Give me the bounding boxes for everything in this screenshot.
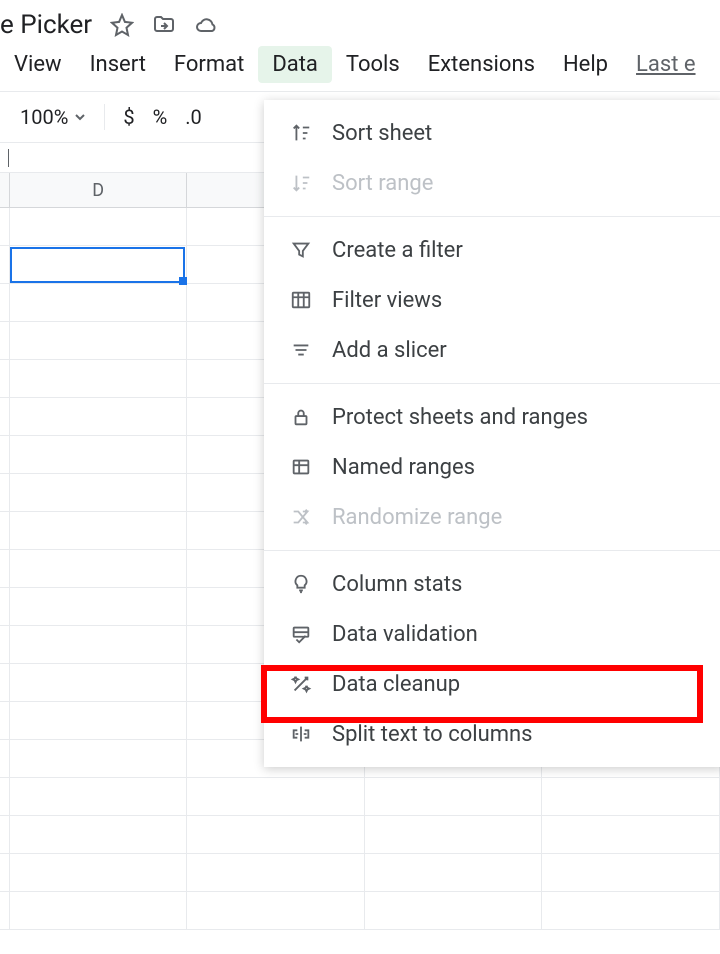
- column-header-stub[interactable]: [0, 173, 10, 207]
- menu-last-edit[interactable]: Last e: [622, 46, 710, 83]
- menu-split-text-label: Split text to columns: [332, 722, 533, 747]
- data-validation-icon: [288, 621, 314, 647]
- menu-data-cleanup-label: Data cleanup: [332, 672, 460, 697]
- menu-randomize-range-label: Randomize range: [332, 505, 502, 530]
- filter-icon: [288, 237, 314, 263]
- menu-data-validation-label: Data validation: [332, 622, 478, 647]
- shuffle-icon: [288, 504, 314, 530]
- magic-wand-icon: [288, 671, 314, 697]
- toolbar-divider: [104, 104, 105, 130]
- menu-create-filter-label: Create a filter: [332, 238, 463, 263]
- sort-sheet-icon: [288, 120, 314, 146]
- menu-add-slicer-label: Add a slicer: [332, 338, 447, 363]
- menu-extensions[interactable]: Extensions: [414, 46, 549, 83]
- menu-filter-views-label: Filter views: [332, 288, 442, 313]
- grid-row: [0, 816, 720, 854]
- menu-named-ranges-label: Named ranges: [332, 455, 475, 480]
- lock-icon: [288, 404, 314, 430]
- chevron-down-icon: [74, 111, 86, 123]
- menu-separator: [264, 550, 720, 551]
- menu-data[interactable]: Data: [258, 46, 332, 83]
- document-title[interactable]: e Picker: [0, 10, 92, 40]
- sort-range-icon: [288, 170, 314, 196]
- format-percent-button[interactable]: %: [153, 105, 168, 129]
- formula-cursor: [8, 149, 9, 167]
- menu-add-slicer[interactable]: Add a slicer: [264, 325, 720, 375]
- lightbulb-icon: [288, 571, 314, 597]
- slicer-icon: [288, 337, 314, 363]
- menu-view[interactable]: View: [0, 46, 76, 83]
- format-decimal-button[interactable]: .0: [185, 105, 202, 129]
- menu-protect-sheets-label: Protect sheets and ranges: [332, 405, 588, 430]
- menu-data-cleanup[interactable]: Data cleanup: [264, 659, 720, 709]
- menu-sort-sheet[interactable]: Sort sheet: [264, 108, 720, 158]
- menu-separator: [264, 216, 720, 217]
- zoom-value: 100%: [20, 105, 68, 129]
- menu-separator: [264, 383, 720, 384]
- menu-format[interactable]: Format: [160, 46, 258, 83]
- menu-create-filter[interactable]: Create a filter: [264, 225, 720, 275]
- filter-views-icon: [288, 287, 314, 313]
- move-folder-icon[interactable]: [152, 13, 176, 37]
- data-menu-dropdown: Sort sheet Sort range Create a filter Fi…: [264, 100, 720, 767]
- menu-insert[interactable]: Insert: [76, 46, 160, 83]
- cloud-status-icon[interactable]: [194, 13, 218, 37]
- menu-filter-views[interactable]: Filter views: [264, 275, 720, 325]
- format-currency-button[interactable]: $: [123, 105, 134, 129]
- menu-column-stats[interactable]: Column stats: [264, 559, 720, 609]
- menu-sort-sheet-label: Sort sheet: [332, 121, 432, 146]
- menu-split-text[interactable]: Split text to columns: [264, 709, 720, 759]
- zoom-selector[interactable]: 100%: [20, 105, 86, 129]
- title-bar: e Picker: [0, 0, 720, 46]
- grid-row: [0, 854, 720, 892]
- named-ranges-icon: [288, 454, 314, 480]
- menu-protect-sheets[interactable]: Protect sheets and ranges: [264, 392, 720, 442]
- column-header-d[interactable]: D: [10, 173, 188, 207]
- menu-sort-range: Sort range: [264, 158, 720, 208]
- menu-randomize-range: Randomize range: [264, 492, 720, 542]
- selected-cell[interactable]: [10, 247, 185, 283]
- grid-row: [0, 892, 720, 930]
- star-icon[interactable]: [110, 13, 134, 37]
- menu-bar: View Insert Format Data Tools Extensions…: [0, 46, 720, 91]
- menu-tools[interactable]: Tools: [332, 46, 414, 83]
- split-text-icon: [288, 721, 314, 747]
- grid-row: [0, 778, 720, 816]
- menu-data-validation[interactable]: Data validation: [264, 609, 720, 659]
- menu-column-stats-label: Column stats: [332, 572, 462, 597]
- menu-sort-range-label: Sort range: [332, 171, 433, 196]
- menu-named-ranges[interactable]: Named ranges: [264, 442, 720, 492]
- menu-help[interactable]: Help: [549, 46, 622, 83]
